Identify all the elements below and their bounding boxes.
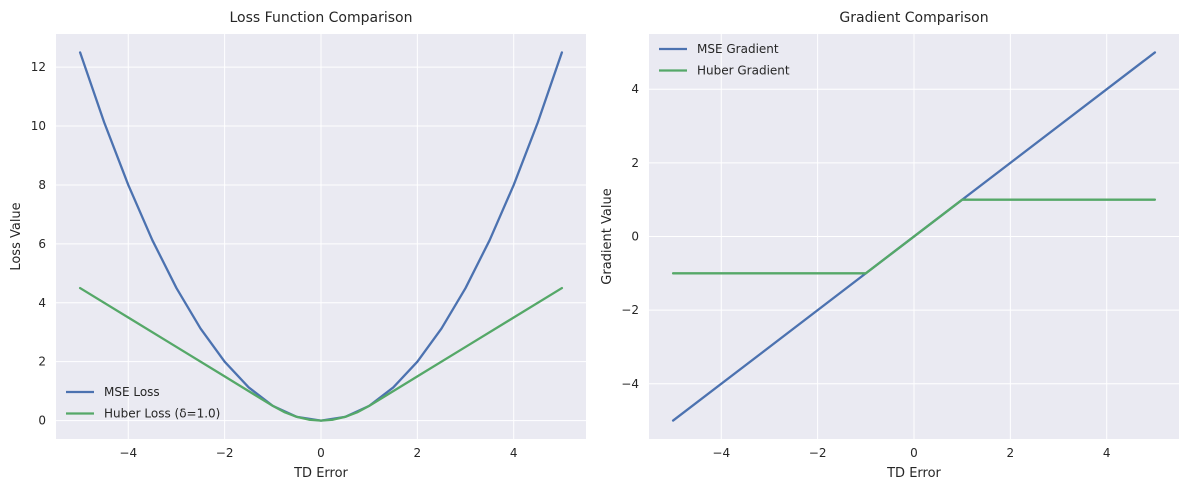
y-tick-label: −2: [621, 303, 639, 317]
x-tick-label: −2: [216, 446, 234, 460]
series-line-huber: [78, 286, 564, 422]
series-line-huber: [671, 198, 1157, 275]
legend-label: MSE Gradient: [697, 42, 779, 56]
x-tick-label: 4: [1103, 446, 1111, 460]
chart-panel-1: −4 −2 0 2 4 0 2 4 6 8 10 12 Loss Function Comparison…: [9, 10, 586, 481]
y-tick-label: 2: [631, 156, 639, 170]
legend-label: Huber Loss (δ=1.0): [104, 407, 220, 421]
legend-label: Huber Gradient: [697, 64, 790, 78]
y-axis-label: Loss Value: [9, 202, 24, 270]
x-tick-label: −4: [119, 446, 137, 460]
x-axis-label: TD Error: [293, 466, 348, 481]
legend: MSE Gradient Huber Gradient: [659, 42, 790, 78]
x-tick-label: 0: [317, 446, 325, 460]
y-tick-label: 4: [38, 296, 46, 310]
y-tick-label: 8: [38, 178, 46, 192]
chart-title: Gradient Comparison: [839, 10, 988, 26]
x-tick-label: 4: [510, 446, 518, 460]
legend: MSE Loss Huber Loss (δ=1.0): [66, 385, 220, 421]
y-tick-label: 6: [38, 237, 46, 251]
x-axis-label: TD Error: [886, 466, 941, 481]
x-tick-label: 2: [1007, 446, 1015, 460]
y-tick-label: −4: [621, 377, 639, 391]
y-tick-label: 12: [31, 60, 46, 74]
x-tick-label: 2: [414, 446, 422, 460]
chart-panel-2: −4 −2 0 2 4 −4 −2 0 2 4 Gradient Comparison TD Erro…: [600, 10, 1179, 481]
x-tick-label: −4: [712, 446, 730, 460]
y-tick-label: 2: [38, 355, 46, 369]
y-tick-label: 10: [31, 119, 46, 133]
x-tick-label: 0: [910, 446, 918, 460]
y-tick-label: 0: [631, 230, 639, 244]
x-tick-label: −2: [809, 446, 827, 460]
legend-label: MSE Loss: [104, 385, 160, 399]
chart-title: Loss Function Comparison: [230, 10, 413, 26]
y-tick-label: 0: [38, 414, 46, 428]
y-axis-label: Gradient Value: [600, 188, 615, 284]
y-tick-label: 4: [631, 82, 639, 96]
